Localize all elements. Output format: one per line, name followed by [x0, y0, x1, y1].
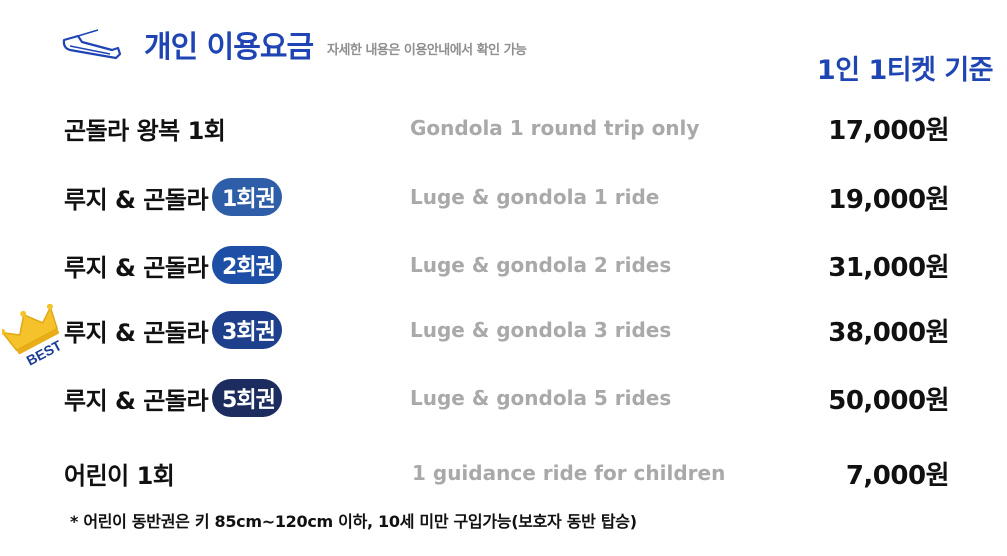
- best-crown-badge: BEST: [2, 304, 65, 368]
- price-row-luge-2: 루지 & 곤돌라 2회권 Luge & gondola 2 rides 31,0…: [0, 243, 1007, 287]
- row-english: Luge & gondola 1 ride: [410, 185, 660, 209]
- page-title: 개인 이용요금: [144, 30, 314, 65]
- row-english: Gondola 1 round trip only: [410, 116, 700, 140]
- ticket-pill: 5회권: [212, 379, 282, 417]
- row-price: 50,000원: [828, 385, 949, 416]
- price-row-child: 어린이 1회 1 guidance ride for children 7,00…: [0, 451, 1007, 495]
- row-price: 38,000원: [828, 317, 949, 348]
- row-price: 7,000원: [845, 460, 950, 491]
- crown-icon: [2, 306, 58, 352]
- row-name: 루지 & 곤돌라 5회권: [64, 376, 282, 420]
- price-row-luge-5: 루지 & 곤돌라 5회권 Luge & gondola 5 rides 50,0…: [0, 376, 1007, 420]
- row-price: 31,000원: [828, 252, 949, 283]
- pricing-basis: 1인 1티켓 기준: [816, 55, 994, 86]
- row-english: 1 guidance ride for children: [412, 461, 726, 485]
- row-price: 17,000원: [828, 115, 949, 146]
- price-row-luge-3: 루지 & 곤돌라 3회권 Luge & gondola 3 rides 38,0…: [0, 308, 1007, 352]
- price-row-gondola: 곤돌라 왕복 1회 Gondola 1 round trip only 17,0…: [0, 106, 1007, 150]
- footnote: * 어린이 동반권은 키 85cm~120cm 이하, 10세 미만 구입가능(…: [70, 512, 637, 531]
- row-english: Luge & gondola 2 rides: [410, 253, 672, 277]
- ticket-pill: 3회권: [212, 311, 282, 349]
- row-name: 어린이 1회: [64, 461, 175, 490]
- row-name: 곤돌라 왕복 1회: [64, 116, 226, 145]
- page-subtitle: 자세한 내용은 이용안내에서 확인 가능: [327, 42, 527, 58]
- page-header: 개인 이용요금 자세한 내용은 이용안내에서 확인 가능: [60, 22, 527, 66]
- row-english: Luge & gondola 3 rides: [410, 318, 672, 342]
- ticket-pill: 1회권: [212, 178, 282, 216]
- sled-icon: [62, 29, 122, 60]
- row-name: 루지 & 곤돌라 1회권: [64, 175, 282, 219]
- row-price: 19,000원: [828, 184, 949, 215]
- row-english: Luge & gondola 5 rides: [410, 386, 672, 410]
- row-name: 루지 & 곤돌라 3회권: [64, 308, 282, 352]
- price-row-luge-1: 루지 & 곤돌라 1회권 Luge & gondola 1 ride 19,00…: [0, 175, 1007, 219]
- row-name: 루지 & 곤돌라 2회권: [64, 243, 282, 287]
- ticket-pill: 2회권: [212, 246, 282, 284]
